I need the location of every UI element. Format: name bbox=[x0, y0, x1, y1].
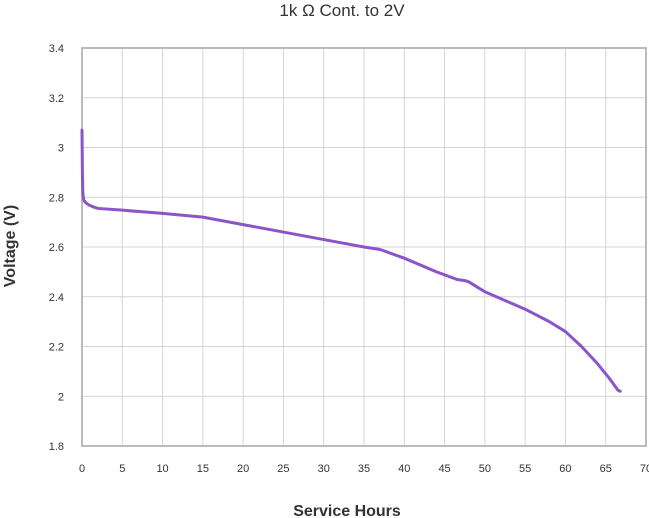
y-axis-ticks: 1.8 2 2.2 2.4 2.6 2.8 3 3.2 3.4 bbox=[49, 43, 64, 453]
plot-frame bbox=[81, 47, 647, 447]
series-line bbox=[80, 128, 622, 393]
y-tick-label: 2.4 bbox=[49, 292, 64, 304]
y-tick-label: 2 bbox=[58, 391, 64, 403]
y-tick-label: 3.4 bbox=[49, 43, 64, 55]
x-tick-label: 0 bbox=[79, 463, 85, 475]
y-axis-label: Voltage (V) bbox=[2, 205, 19, 287]
y-tick-label: 2.6 bbox=[49, 242, 64, 254]
x-tick-label: 60 bbox=[559, 463, 571, 475]
x-tick-label: 50 bbox=[479, 463, 491, 475]
x-tick-label: 5 bbox=[119, 463, 125, 475]
x-tick-label: 35 bbox=[358, 463, 370, 475]
x-tick-label: 30 bbox=[318, 463, 330, 475]
x-axis-ticks: 0 5 10 15 20 25 30 35 40 45 50 55 60 65 70 bbox=[79, 463, 649, 475]
x-tick-label: 70 bbox=[640, 463, 649, 475]
x-axis-label: Service Hours bbox=[293, 503, 401, 518]
x-tick-label: 25 bbox=[277, 463, 289, 475]
x-tick-label: 55 bbox=[519, 463, 531, 475]
x-tick-label: 40 bbox=[398, 463, 410, 475]
x-tick-label: 20 bbox=[237, 463, 249, 475]
y-tick-label: 2.8 bbox=[49, 192, 64, 204]
grid bbox=[81, 47, 647, 447]
y-tick-label: 3.2 bbox=[49, 93, 64, 105]
y-tick-label: 3 bbox=[58, 143, 64, 155]
x-tick-label: 45 bbox=[438, 463, 450, 475]
x-tick-label: 65 bbox=[600, 463, 612, 475]
x-tick-label: 10 bbox=[156, 463, 168, 475]
y-tick-label: 1.8 bbox=[49, 441, 64, 453]
chart-title: 1k Ω Cont. to 2V bbox=[279, 1, 405, 20]
y-tick-label: 2.2 bbox=[49, 342, 64, 354]
x-tick-label: 15 bbox=[197, 463, 209, 475]
